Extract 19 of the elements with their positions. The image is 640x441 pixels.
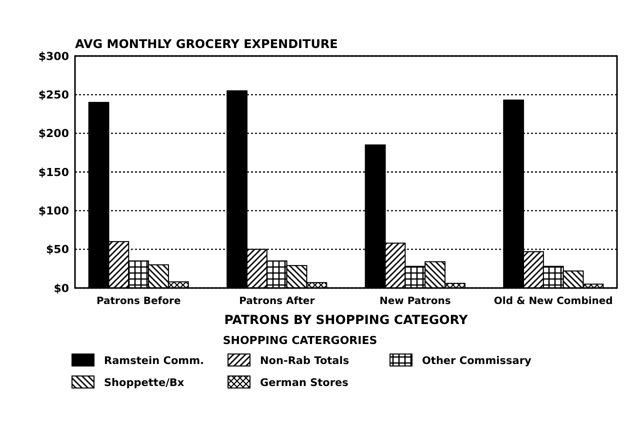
x-tick-label: Patrons After <box>239 296 315 307</box>
chart-title: AVG MONTHLY GROCERY EXPENDITURE <box>75 37 338 51</box>
y-tick-label: $150 <box>38 166 70 179</box>
legend-label: Non-Rab Totals <box>260 355 350 367</box>
legend-label: Other Commissary <box>422 355 532 367</box>
y-tick-label: $300 <box>38 50 70 63</box>
y-tick-label: $50 <box>46 243 70 256</box>
y-tick-label: $0 <box>54 282 70 295</box>
legend-label: Ramstein Comm. <box>104 355 204 367</box>
legend-label: Shoppette/Bx <box>104 377 184 389</box>
x-tick-label: New Patrons <box>379 296 451 307</box>
y-tick-label: $250 <box>38 88 70 102</box>
y-tick-label: $100 <box>38 204 70 218</box>
x-tick-label: Old & New Combined <box>494 296 613 307</box>
x-axis-title: PATRONS BY SHOPPING CATEGORY <box>224 312 469 327</box>
x-tick-label: Patrons Before <box>96 296 181 307</box>
legend-title: SHOPPING CATERGORIES <box>222 334 378 347</box>
y-tick-label: $200 <box>38 127 70 140</box>
legend-label: German Stores <box>260 377 348 389</box>
